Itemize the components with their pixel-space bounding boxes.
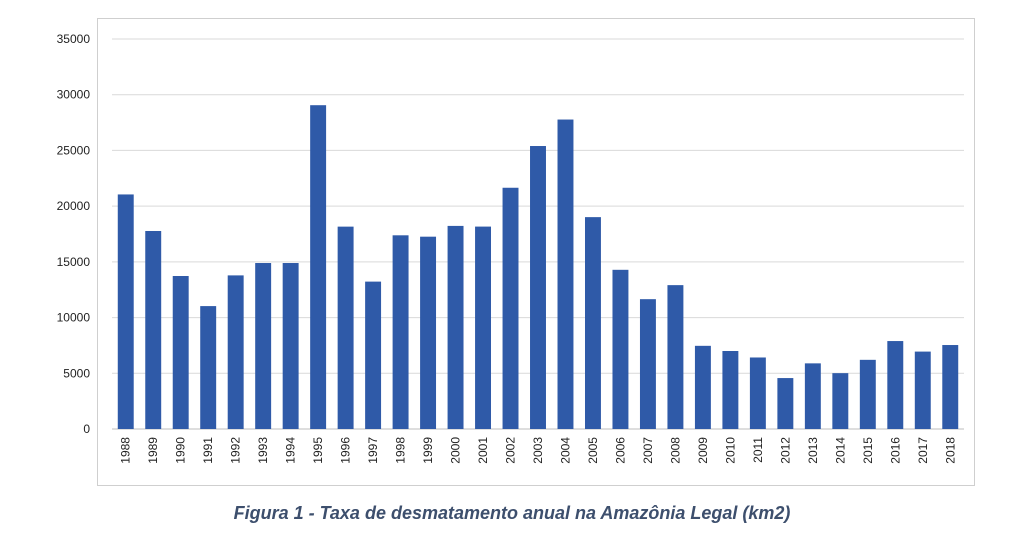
- x-tick-label: 2004: [558, 437, 572, 464]
- chart-frame: 0 5000 10000 15000 20000 25000 30000 35000 1988…: [57, 18, 975, 486]
- x-tick-label: 2005: [586, 437, 600, 464]
- y-tick-label: 0: [83, 422, 90, 436]
- bar-2006: [612, 269, 629, 429]
- bar-1989: [145, 230, 162, 429]
- bar-1998: [392, 235, 409, 429]
- y-tick-label: 20000: [57, 199, 91, 213]
- x-tick-label: 1996: [339, 437, 353, 464]
- y-tick-label: 15000: [57, 255, 91, 269]
- bar-2007: [639, 299, 656, 429]
- bar-2012: [777, 378, 794, 429]
- x-tick-label: 2002: [504, 437, 518, 464]
- bar-1996: [337, 226, 354, 429]
- bar-1991: [200, 306, 217, 429]
- x-tick-label: 2009: [696, 437, 710, 464]
- x-tick-label: 2008: [668, 437, 682, 464]
- x-tick-label: 2013: [806, 437, 820, 464]
- bar-chart: 0 5000 10000 15000 20000 25000 30000 35000 1988…: [57, 32, 964, 464]
- bar-2013: [804, 363, 821, 429]
- x-tick-label: 1993: [256, 437, 270, 464]
- x-tick-label: 2001: [476, 437, 490, 464]
- y-tick-label: 35000: [57, 32, 91, 46]
- x-tick-label: 2006: [613, 437, 627, 464]
- x-tick-label: 2016: [888, 437, 902, 464]
- x-tick-label: 2003: [531, 437, 545, 464]
- y-tick-label: 30000: [57, 88, 91, 102]
- x-tick-label: 1995: [311, 437, 325, 464]
- x-axis-ticks: 1988 1989 1990 1991 1992 1993 1994 1995 1996 1997…: [119, 437, 958, 464]
- y-tick-label: 5000: [63, 366, 90, 380]
- y-tick-label: 25000: [57, 143, 91, 157]
- x-tick-label: 1988: [119, 437, 133, 464]
- bar-2002: [502, 187, 519, 429]
- bar-2008: [667, 285, 684, 429]
- x-tick-label: 1992: [229, 437, 243, 464]
- x-tick-label: 2000: [449, 437, 463, 464]
- bar-2018: [942, 345, 959, 429]
- x-tick-label: 1998: [394, 437, 408, 464]
- x-tick-label: 2012: [778, 437, 792, 464]
- bar-2000: [447, 225, 464, 429]
- bar-2010: [722, 351, 739, 429]
- bars: [117, 105, 959, 430]
- x-tick-label: 2015: [861, 437, 875, 464]
- x-tick-label: 2011: [751, 437, 765, 463]
- x-tick-label: 2010: [723, 437, 737, 464]
- bar-2003: [530, 146, 546, 429]
- bar-1988: [117, 194, 134, 429]
- bar-2005: [584, 217, 601, 429]
- x-tick-label: 1989: [146, 437, 160, 464]
- x-tick-label: 1994: [284, 437, 298, 464]
- bar-1995: [310, 105, 327, 430]
- bar-2001: [475, 226, 492, 429]
- x-tick-label: 2014: [833, 437, 847, 464]
- x-tick-label: 2018: [943, 437, 957, 464]
- bar-2015: [859, 359, 876, 429]
- x-tick-label: 1997: [366, 437, 380, 464]
- bar-2017: [914, 351, 931, 429]
- bar-1993: [255, 263, 272, 429]
- bar-2011: [749, 357, 766, 429]
- x-tick-label: 1991: [201, 437, 215, 464]
- bar-2014: [832, 373, 849, 429]
- x-tick-label: 2017: [916, 437, 930, 464]
- figure-caption: Figura 1 - Taxa de desmatamento anual na…: [233, 503, 791, 523]
- bar-2004: [557, 119, 574, 429]
- bar-1992: [227, 275, 244, 429]
- bar-2009: [694, 345, 711, 429]
- x-tick-label: 1999: [421, 437, 435, 464]
- bar-1994: [282, 263, 299, 429]
- x-tick-label: 2007: [641, 437, 655, 464]
- bar-2016: [887, 341, 904, 429]
- y-tick-label: 10000: [57, 311, 91, 325]
- x-tick-label: 1990: [174, 437, 188, 464]
- bar-1999: [420, 236, 437, 429]
- y-axis-ticks: 0 5000 10000 15000 20000 25000 30000 35000: [57, 32, 91, 436]
- bar-1990: [172, 276, 189, 429]
- bar-1997: [365, 281, 382, 429]
